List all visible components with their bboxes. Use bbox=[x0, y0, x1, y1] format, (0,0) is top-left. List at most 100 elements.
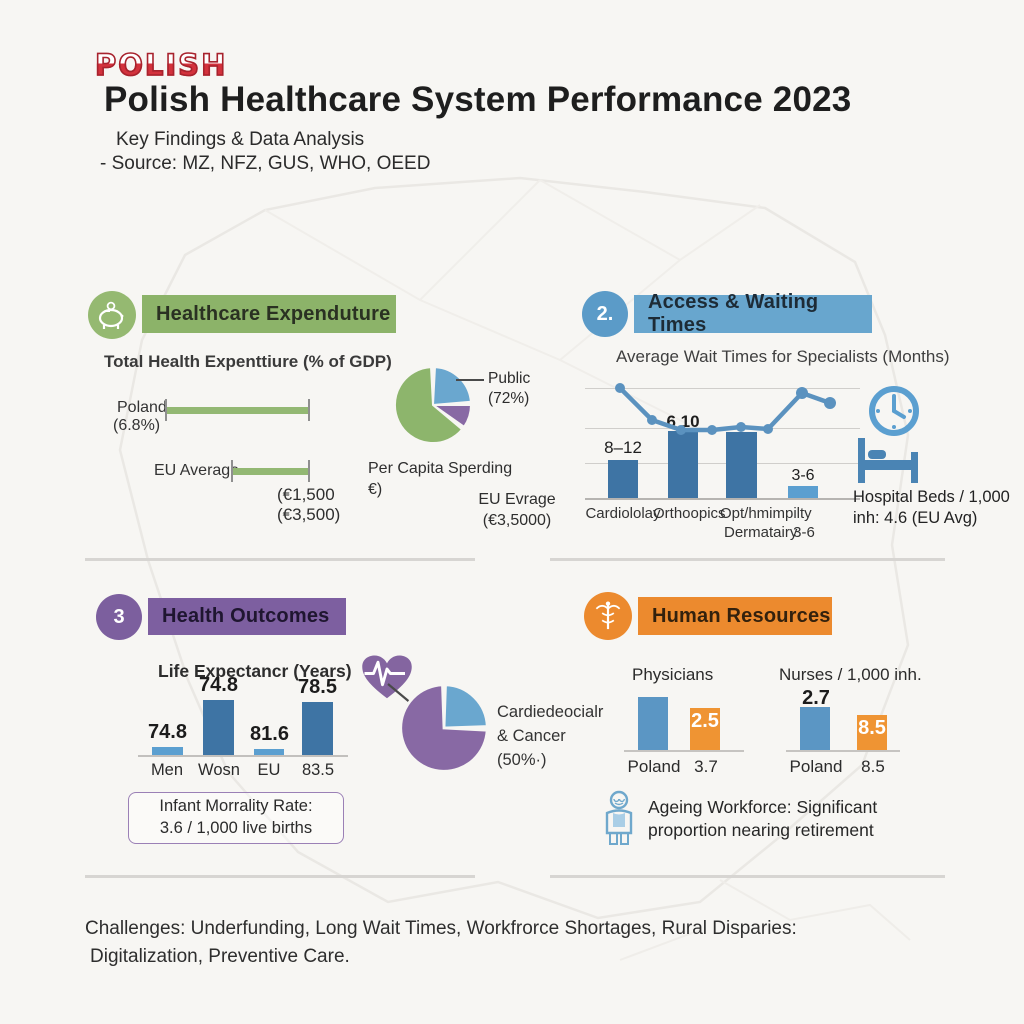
wait-bar-ophthalmology bbox=[726, 432, 757, 498]
hospital-bed-icon bbox=[858, 438, 918, 483]
gridline bbox=[585, 388, 860, 389]
challenges-line2: Digitalization, Preventive Care. bbox=[90, 946, 350, 967]
wait-value-4: 3-6 bbox=[791, 467, 815, 484]
infant-line1: Infant Morrality Rate: bbox=[159, 797, 313, 815]
funding-pie-chart bbox=[394, 366, 473, 445]
section-expenditure-title: Healthcare Expenduture bbox=[142, 295, 396, 333]
access-section-number: 2. bbox=[582, 291, 628, 337]
divider bbox=[85, 558, 475, 561]
life-value-women: 74.8 bbox=[199, 674, 238, 696]
per-capita-line2: €) bbox=[368, 481, 383, 498]
life-expectancy-title: Life Expectancr (Years) bbox=[158, 661, 352, 681]
per-capita-label: Per Capita Sperding €) bbox=[368, 458, 512, 500]
public-label-line2: (72%) bbox=[488, 390, 530, 407]
life-value-men: 74.8 bbox=[148, 721, 187, 743]
life-xlabel-4: 83.5 bbox=[301, 761, 335, 779]
ageing-worker-icon bbox=[605, 790, 633, 845]
life-bar-eu bbox=[254, 749, 284, 755]
bar-tick bbox=[308, 460, 310, 482]
nurses-bar-poland bbox=[800, 707, 830, 750]
gridline bbox=[585, 463, 860, 464]
nurses-poland-value: 2.7 bbox=[802, 687, 830, 709]
life-value-eu: 81.6 bbox=[250, 723, 289, 745]
nurses-axis bbox=[786, 750, 900, 752]
clock-icon bbox=[869, 386, 919, 436]
expenditure-badge bbox=[88, 291, 136, 339]
page-title: Polish Healthcare System Performance 202… bbox=[104, 80, 852, 119]
infant-line2: 3.6 / 1,000 live births bbox=[159, 819, 313, 837]
wait-bar-dermatology bbox=[788, 486, 818, 498]
divider bbox=[85, 875, 475, 878]
physicians-bar-poland bbox=[638, 697, 668, 750]
wait-xlabel-1: Cardiololay bbox=[585, 505, 661, 522]
bar-tick bbox=[308, 399, 310, 421]
piggy-bank-icon bbox=[98, 301, 124, 329]
expenditure-note: (€1,500 (€3,500) bbox=[277, 485, 340, 525]
life-xlabel-women: Wosn bbox=[198, 761, 240, 779]
physicians-bar-eu bbox=[690, 708, 720, 750]
mortality-label-line1: Cardiedeocialr bbox=[497, 703, 604, 721]
wait-value-1: 8–12 bbox=[604, 438, 642, 457]
page-subtitle: Key Findings & Data Analysis bbox=[116, 129, 365, 150]
physicians-xlabel-2: 3.7 bbox=[694, 757, 718, 776]
life-xlabel-men: Men bbox=[150, 761, 184, 779]
life-xlabel-eu: EU bbox=[257, 761, 281, 779]
wait-bar-cardiology bbox=[608, 460, 638, 498]
eu-expenditure-bar bbox=[233, 468, 309, 475]
outcomes-section-number: 3 bbox=[96, 594, 142, 640]
ageing-line2: proportion nearing retirement bbox=[648, 820, 874, 840]
mortality-pie-label: Cardiedeocialr & Cancer (50%·) bbox=[497, 700, 603, 772]
wait-chart-axis bbox=[585, 498, 860, 500]
divider bbox=[550, 875, 945, 878]
challenges-line1: Challenges: Underfunding, Long Wait Time… bbox=[85, 918, 797, 939]
ageing-line1: Ageing Workforce: Significant bbox=[648, 797, 878, 817]
section-hr-title: Human Resources bbox=[638, 597, 832, 635]
hospital-beds-stat: Hospital Beds / 1,000 inh: 4.6 (EU Avg) bbox=[853, 487, 1010, 529]
physicians-axis bbox=[624, 750, 744, 752]
heart-ecg-icon bbox=[362, 655, 412, 699]
life-chart-axis bbox=[138, 755, 348, 757]
eu-avg-line2: (€3,5000) bbox=[482, 512, 552, 529]
poland-bar-sublabel: (6.8%) bbox=[113, 417, 161, 434]
bar-tick bbox=[165, 399, 167, 421]
life-bar-4 bbox=[302, 702, 333, 755]
life-bar-women bbox=[203, 700, 234, 755]
nurses-eu-value: 8.5 bbox=[858, 717, 886, 739]
nurses-title: Nurses / 1,000 inh. bbox=[779, 665, 922, 684]
section-access-title: Access & Waiting Times bbox=[634, 291, 872, 336]
polish-flag-logo: POLISH bbox=[94, 47, 228, 83]
life-bar-men bbox=[152, 747, 183, 755]
section-outcomes-title: Health Outcomes bbox=[148, 598, 346, 635]
bar-tick bbox=[231, 460, 233, 482]
expenditure-chart-title: Total Health Expenttiure (% of GDP) bbox=[104, 352, 392, 371]
nurses-bar-eu bbox=[857, 715, 887, 750]
wait-xlabel-3a: Opt/hmimpilty bbox=[720, 505, 812, 522]
source-line: - Source: MZ, NFZ, GUS, WHO, OEED bbox=[100, 153, 431, 174]
public-label-line1: Public bbox=[488, 370, 531, 387]
wait-chart-title: Average Wait Times for Specialists (Mont… bbox=[616, 347, 950, 366]
wait-xlabel-2: Orthoopics bbox=[653, 505, 726, 522]
caduceus-icon bbox=[595, 601, 621, 630]
eu-average-spending-label: EU Evrage (€3,5000) bbox=[452, 489, 582, 531]
physicians-eu-value: 2.5 bbox=[691, 710, 719, 732]
infant-mortality-box: Infant Morrality Rate: 3.6 / 1,000 live … bbox=[128, 792, 344, 844]
wait-xlabel-3b: Dermatairy bbox=[724, 524, 798, 541]
beds-line2: inh: 4.6 (EU Avg) bbox=[853, 509, 978, 527]
wait-bar-orthopedics bbox=[668, 431, 698, 498]
life-value-4: 78.5 bbox=[298, 676, 337, 698]
wait-times-trend-line bbox=[615, 383, 836, 435]
poland-expenditure-bar bbox=[167, 407, 309, 414]
eu-avg-line1: EU Evrage bbox=[478, 491, 556, 508]
note-line1: (€1,500 bbox=[277, 485, 335, 504]
ageing-workforce-note: Ageing Workforce: Significant proportion… bbox=[648, 796, 877, 842]
nurses-xlabel-1: Poland bbox=[789, 757, 843, 776]
public-slice-label: Public (72%) bbox=[488, 369, 530, 409]
mortality-label-line3: (50%·) bbox=[497, 751, 547, 769]
nurses-xlabel-2: 8.5 bbox=[861, 757, 885, 776]
wait-xlabel-4: 3-6 bbox=[793, 524, 815, 541]
physicians-xlabel-1: Poland bbox=[627, 757, 681, 776]
note-line2: (€3,500) bbox=[277, 505, 341, 524]
mortality-label-line2: & Cancer bbox=[497, 727, 566, 745]
beds-line1: Hospital Beds / 1,000 bbox=[853, 488, 1010, 506]
